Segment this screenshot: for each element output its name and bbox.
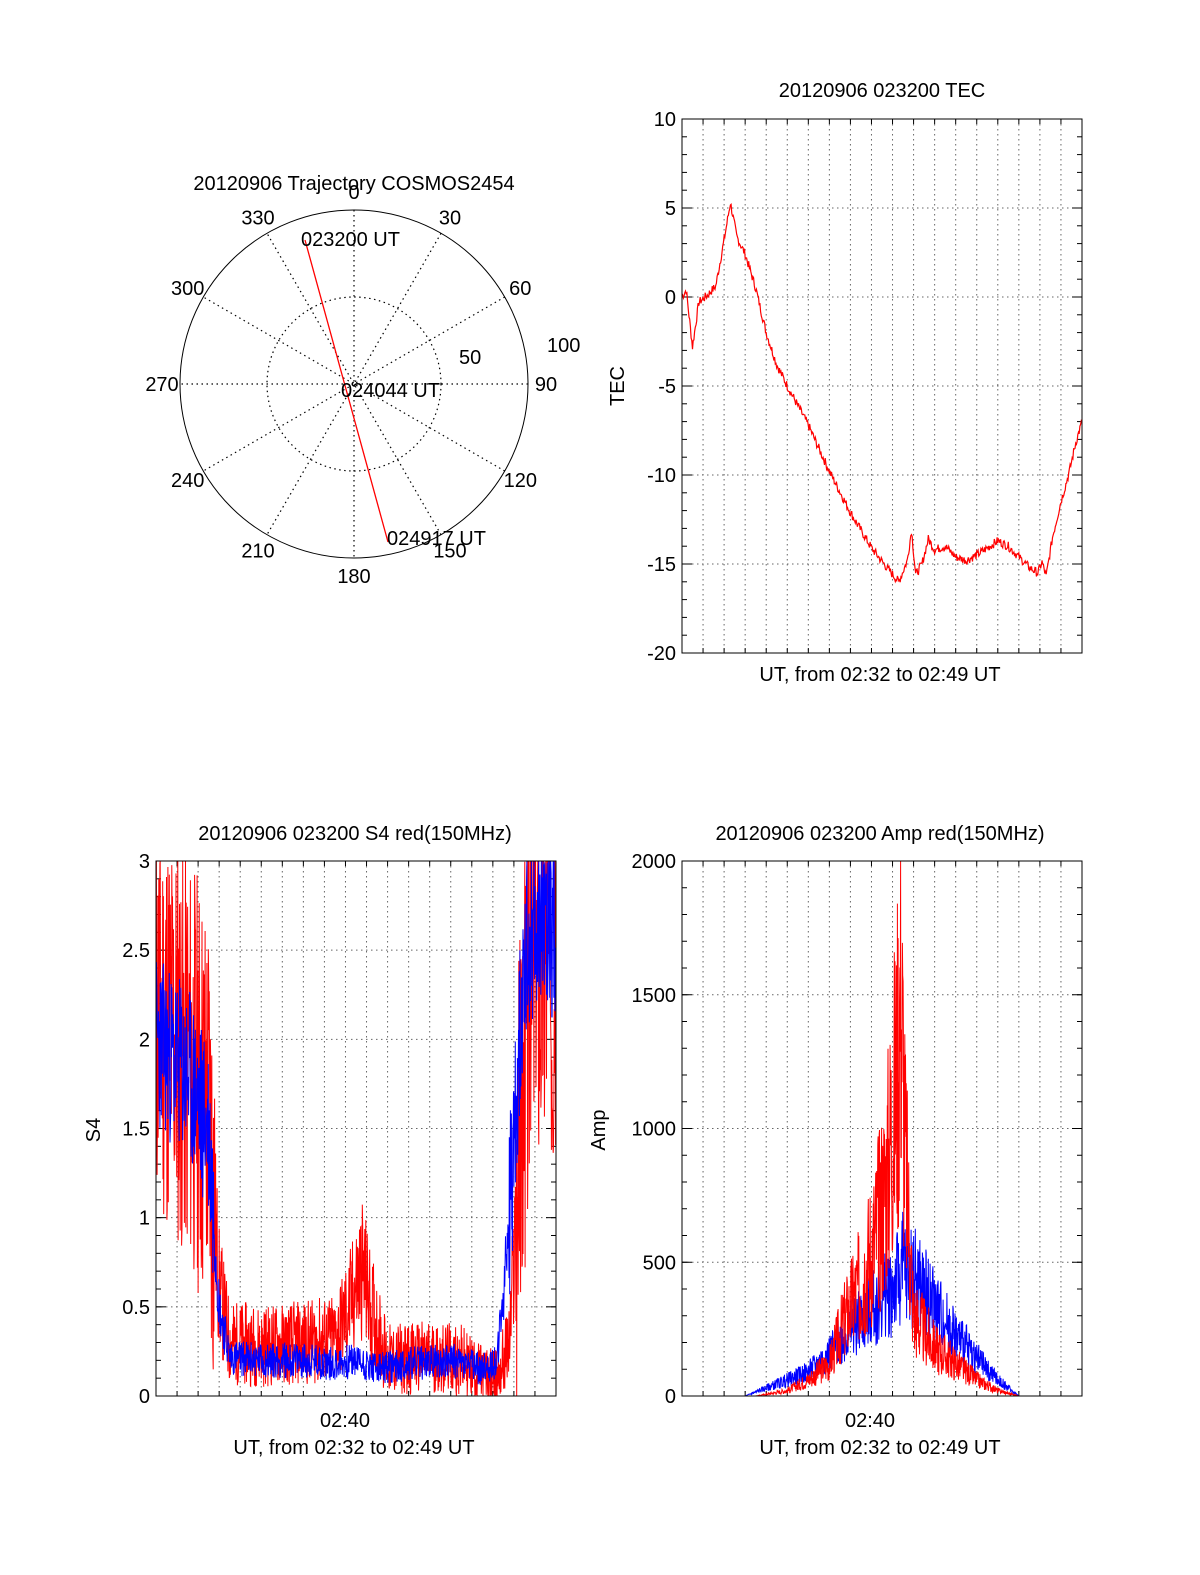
polar-start-label: 023200 UT: [301, 229, 400, 251]
s4-panel: 20120906 023200 S4 red(150MHz) 3 2.5 2 1.5 1…: [83, 823, 557, 1459]
polar-azimuth-label: 120: [504, 470, 537, 492]
polar-radius-label-100: 100: [547, 335, 580, 357]
polar-azimuth-label: 270: [145, 374, 178, 396]
polar-azimuth-label: 30: [439, 208, 461, 230]
tec-ytick-label: -10: [647, 465, 676, 487]
s4-title: 20120906 023200 S4 red(150MHz): [198, 823, 512, 845]
polar-grid: [180, 210, 528, 558]
s4-frame: [155, 860, 557, 1397]
polar-spoke: [266, 233, 442, 535]
s4-ytick-label: 0.5: [122, 1297, 150, 1319]
amp-xtick-label: 02:40: [845, 1410, 895, 1432]
tec-ytick-label: 10: [654, 109, 676, 131]
tec-series-line: [681, 202, 1083, 584]
s4-xtick-label: 02:40: [320, 1410, 370, 1432]
polar-azimuth-label: 180: [337, 566, 370, 588]
tec-ytick-label: 0: [665, 287, 676, 309]
s4-blue-series: [155, 860, 557, 1385]
s4-ytick-label: 2.5: [122, 940, 150, 962]
polar-azimuth-label: 0: [348, 182, 359, 204]
tec-ytick-label: -5: [658, 376, 676, 398]
amp-ytick-label: 1500: [632, 985, 677, 1007]
polar-mid-label: 024044 UT: [341, 380, 440, 402]
s4-ytick-label: 1.5: [122, 1119, 150, 1141]
amp-ylabel: Amp: [588, 1109, 610, 1150]
polar-azimuth-label: 90: [535, 374, 557, 396]
tec-frame: [681, 118, 1083, 654]
amp-xlabel: UT, from 02:32 to 02:49 UT: [759, 1437, 1000, 1459]
amp-ytick-label: 2000: [632, 851, 677, 873]
s4-ylabel: S4: [83, 1118, 105, 1142]
polar-radius-label-50: 50: [459, 347, 481, 369]
amp-grid: [682, 861, 1082, 1396]
tec-ylabel: TEC: [607, 366, 629, 406]
polar-azimuth-label: 60: [509, 278, 531, 300]
s4-grid: [156, 861, 556, 1396]
tec-grid: [682, 119, 1082, 653]
s4-ytick-label: 0: [139, 1386, 150, 1408]
s4-xlabel: UT, from 02:32 to 02:49 UT: [233, 1437, 474, 1459]
s4-ytick-labels: 3 2.5 2 1.5 1 0.5 0: [122, 851, 150, 1408]
s4-ytick-label: 3: [139, 851, 150, 873]
polar-title: 20120906 Trajectory COSMOS2454: [193, 173, 514, 195]
s4-ytick-label: 1: [139, 1208, 150, 1230]
polar-azimuth-label: 150: [433, 540, 466, 562]
polar-azimuth-labels: 0 30 60 90 120 150 180 210 240 270 300 330: [145, 182, 557, 588]
polar-azimuth-label: 210: [241, 540, 274, 562]
amp-ytick-label: 500: [643, 1252, 676, 1274]
amp-ytick-label: 1000: [632, 1119, 677, 1141]
polar-panel: 20120906 Trajectory COSMOS2454 0 30 60 90 12…: [145, 173, 580, 588]
amp-ytick-label: 0: [665, 1386, 676, 1408]
polar-spoke: [266, 233, 442, 535]
amp-panel: 20120906 023200 Amp red(150MHz) 2000 1500…: [588, 823, 1083, 1459]
polar-trajectory-line: [304, 239, 389, 543]
tec-ytick-label: -20: [647, 643, 676, 665]
tec-xlabel: UT, from 02:32 to 02:49 UT: [759, 664, 1000, 686]
polar-azimuth-label: 300: [171, 278, 204, 300]
tec-ytick-label: 5: [665, 198, 676, 220]
polar-outer-circle: [179, 209, 529, 559]
polar-azimuth-label: 330: [241, 208, 274, 230]
amp-title: 20120906 023200 Amp red(150MHz): [715, 823, 1044, 845]
tec-ticks: [682, 118, 1082, 654]
s4-ytick-label: 2: [139, 1029, 150, 1051]
amp-ytick-labels: 2000 1500 1000 500 0: [632, 851, 677, 1408]
polar-end-label: 024917 UT: [387, 528, 486, 550]
tec-ytick-label: -15: [647, 554, 676, 576]
tec-title: 20120906 023200 TEC: [779, 80, 985, 102]
tec-ytick-labels: 10 5 0 -5 -10 -15 -20: [647, 109, 676, 665]
polar-azimuth-label: 240: [171, 470, 204, 492]
amp-frame: [681, 860, 1083, 1397]
